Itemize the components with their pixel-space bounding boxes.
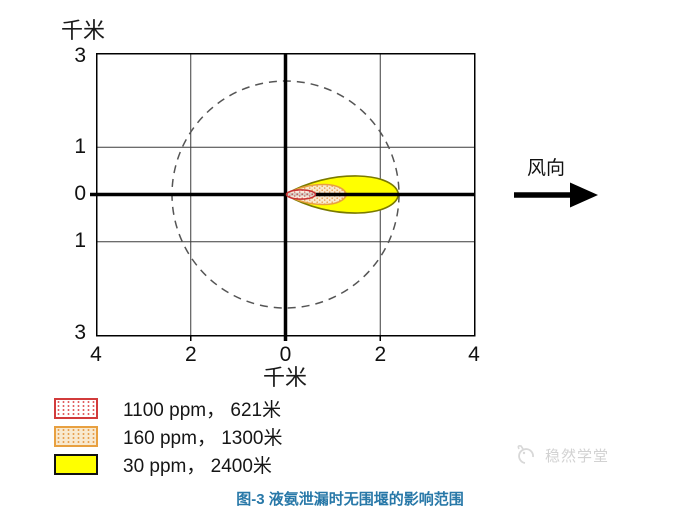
y-tick-3-bottom: 3 — [74, 320, 86, 344]
watermark: 稳然学堂 — [513, 443, 609, 467]
x-axis-unit-label: 千米 — [262, 365, 308, 390]
wind-direction-label: 风向 — [527, 158, 566, 179]
plot-border — [96, 53, 476, 337]
y-tick-3-top: 3 — [74, 43, 86, 67]
y-axis-unit-label: 千米 — [61, 18, 106, 43]
legend-row-160ppm: 160 ppm， 1300米 — [54, 425, 283, 449]
legend: 1100 ppm， 621米 160 ppm， 1300米 30 ppm， 24… — [54, 397, 283, 481]
y-tick-0: 0 — [74, 181, 86, 205]
x-tick-0: 0 — [279, 343, 292, 366]
legend-row-30ppm: 30 ppm， 2400米 — [54, 453, 283, 477]
plot-area — [90, 53, 476, 341]
legend-swatch-160ppm-icon — [54, 425, 98, 447]
legend-label-30ppm: 30 ppm， 2400米 — [123, 455, 272, 477]
axes-bold — [90, 53, 475, 341]
legend-row-1100ppm: 1100 ppm， 621米 — [54, 397, 283, 421]
legend-label-160ppm: 160 ppm， 1300米 — [123, 427, 283, 449]
y-tick-1-top: 1 — [74, 134, 86, 158]
x-axis-ticks — [190, 336, 381, 341]
legend-label-1100ppm: 1100 ppm， 621米 — [123, 399, 282, 421]
figure-caption: 图-3 液氨泄漏时无围堰的影响范围 — [236, 491, 464, 508]
legend-swatch-30ppm-icon — [54, 453, 98, 475]
x-tick-4-right: 4 — [468, 343, 480, 366]
x-tick-2-left: 2 — [184, 343, 197, 366]
legend-swatch-1100ppm-icon — [54, 397, 98, 419]
watermark-text: 稳然学堂 — [545, 447, 610, 465]
watermark-logo-icon — [517, 445, 534, 464]
zone-1100ppm — [285, 189, 317, 200]
wind-arrow-icon — [514, 182, 598, 208]
x-tick-2-right: 2 — [374, 343, 387, 366]
y-tick-1-bottom: 1 — [74, 228, 86, 252]
x-tick-4-left: 4 — [90, 343, 102, 366]
